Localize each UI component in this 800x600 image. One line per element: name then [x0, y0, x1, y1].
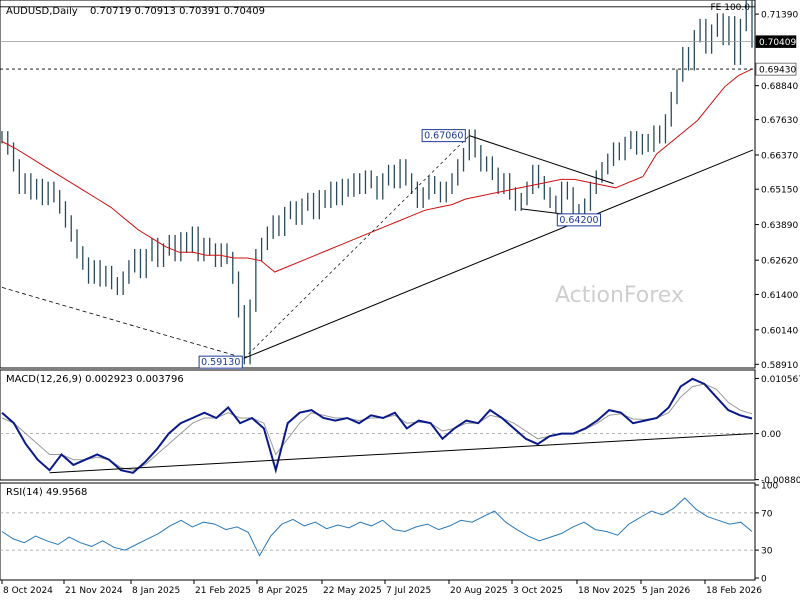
x-tick-label: 18 Feb 2026: [706, 586, 762, 596]
watermark: ActionForex: [555, 283, 684, 308]
price-tick-label: 0.58910: [761, 361, 798, 371]
annotation-box: [198, 355, 243, 369]
level-marker-tag: [755, 62, 797, 76]
rsi-tick-label: 30: [761, 547, 773, 557]
x-tick-label: 8 Oct 2024: [3, 586, 53, 596]
rsi-tick-label: 100: [761, 482, 778, 492]
rsi-panel-title: RSI(14) 49.9568: [6, 487, 87, 498]
moving-average-line: [1, 68, 753, 273]
x-tick-label: 18 Nov 2025: [578, 586, 636, 596]
annotation-label: 0.64200: [559, 215, 598, 226]
price-tick-label: 0.61400: [761, 291, 798, 301]
price-tick-label: 0.65150: [761, 186, 798, 196]
price-tick-label: 0.63890: [761, 221, 798, 231]
x-tick-label: 20 Aug 2025: [450, 586, 508, 596]
macd-panel[interactable]: MACD(12,26,9) 0.002923 0.003796: [0, 369, 756, 481]
current-price-tag: [755, 35, 797, 48]
annotation-label: 0.59130: [201, 357, 240, 368]
price-tick-label: 0.60140: [761, 326, 798, 336]
rsi-line: [1, 497, 753, 557]
x-axis: 8 Oct 2024 21 Nov 2024 8 Jan 2025 21 Feb 20…: [1, 580, 762, 596]
annotation-box: [421, 129, 466, 143]
macd-tick-label: 0.010567: [761, 375, 800, 385]
price-tick-label: 0.68840: [761, 82, 798, 92]
level-marker-tag-label: 0.69430: [759, 66, 796, 76]
macd-tick-label: 0.00: [761, 430, 781, 440]
x-tick-label: 7 Jul 2025: [386, 586, 431, 596]
up-trendline: [244, 149, 754, 359]
current-price-tag-label: 0.70409: [759, 38, 796, 48]
x-tick-label: 5 Jan 2026: [642, 586, 690, 596]
price-panel[interactable]: AUDUSD,Daily 0.70719 0.70913 0.70391 0.7…: [0, 0, 756, 369]
price-tick-label: 0.67630: [761, 116, 798, 126]
ohlc-values: 0.70719 0.70913 0.70391 0.70409: [90, 6, 265, 17]
macd-trendline: [49, 433, 754, 474]
annotation-box: [556, 213, 602, 227]
macd-main-line: [1, 377, 753, 475]
x-tick-label: 8 Jan 2025: [132, 586, 180, 596]
price-panel-title: AUDUSD,Daily: [6, 6, 78, 17]
fib-projection-line: [244, 135, 470, 359]
rsi-panel[interactable]: RSI(14) 49.9568: [0, 482, 756, 581]
macd-panel-frame: [0, 369, 756, 481]
rsi-layer: [0, 497, 755, 557]
x-tick-label: 21 Feb 2025: [195, 586, 251, 596]
price-tick-label: 0.62620: [761, 257, 798, 267]
rsi-tick-label: 70: [761, 509, 773, 519]
rsi-tick-label: 0: [761, 575, 767, 585]
x-tick-label: 21 Nov 2024: [65, 586, 123, 596]
macd-panel-title: MACD(12,26,9) 0.002923 0.003796: [6, 374, 184, 385]
fe-label: FE 100.0: [711, 3, 751, 13]
x-tick-label: 22 May 2025: [323, 586, 382, 596]
macd-tick-label: -0.008808: [761, 476, 800, 486]
down-trendline-dashed: [1, 287, 245, 359]
x-tick-label: 3 Oct 2025: [513, 586, 563, 596]
rsi-panel-frame: [0, 482, 756, 581]
macd-layer: [0, 377, 755, 475]
price-tick-label: 0.66370: [761, 151, 798, 161]
x-tick-label: 8 Apr 2025: [258, 586, 308, 596]
price-tick-label: 0.71390: [761, 11, 798, 21]
price-layer: 0.67060 0.64200 0.59130: [0, 0, 755, 369]
annotation-label: 0.67060: [424, 131, 463, 142]
y-axis: 0.71390 0.68840 0.67630 0.66370 0.65150 0.638…: [755, 11, 800, 585]
triangle-upper-line: [469, 135, 614, 185]
